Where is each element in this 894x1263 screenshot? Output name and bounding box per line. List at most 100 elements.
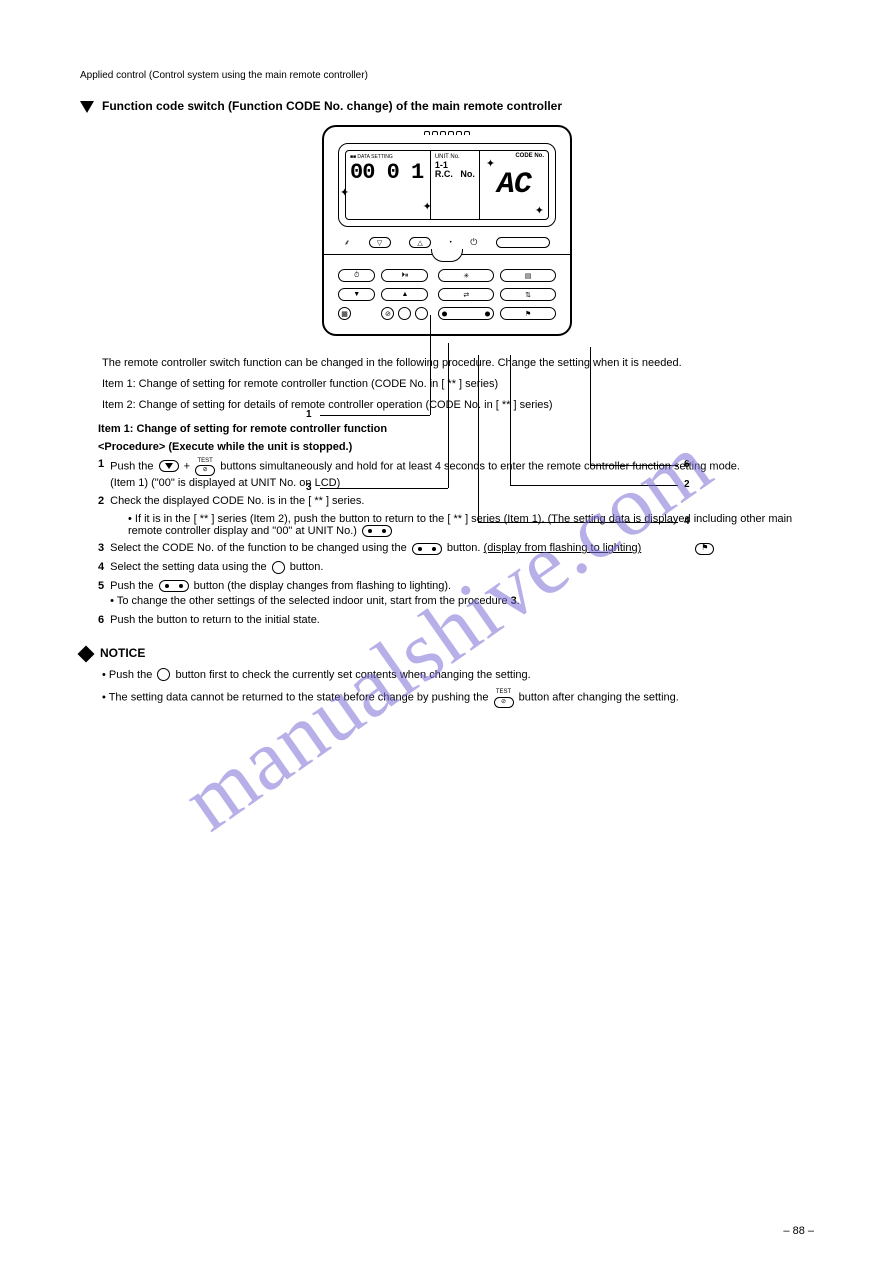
leader-line [478, 355, 479, 522]
step-6: 6 Push the button to return to the initi… [98, 613, 814, 628]
step-2-sub: • If it is in the [ ** ] series (Item 2)… [128, 513, 814, 537]
step-text: Select the CODE No. of the function to b… [110, 541, 814, 556]
temp-updown-icon [412, 543, 442, 555]
clock-button: ⏱ [338, 269, 375, 282]
diamond-icon [78, 645, 95, 662]
unit-select-icon [362, 525, 392, 537]
lcd: ■■ DATA SETTING 00 0 1 ✦ ✦ UNIT No. 1-1 … [345, 150, 549, 220]
leader-line [448, 343, 449, 488]
triangle-down-icon [80, 101, 94, 113]
flash-mark-icon: ✦ [535, 204, 544, 217]
filter-flag-icon: ⚑ [695, 543, 714, 555]
leader-line [320, 415, 430, 416]
callout-4: 4 [684, 516, 690, 527]
keypad-right: ✳ ▤ ⇄ ⇅ ⚑ [438, 269, 556, 320]
step-4: 4 Select the setting data using the butt… [98, 560, 814, 575]
lcd-left-panel: ■■ DATA SETTING 00 0 1 ✦ ✦ [346, 151, 431, 219]
step-number: 3 [98, 541, 104, 556]
callout-1: 1 [306, 409, 312, 420]
notice-heading: NOTICE [80, 646, 814, 660]
onoff-button [496, 237, 550, 248]
step-number: 2 [98, 494, 104, 509]
up-arrow-button: ▲ [381, 288, 428, 301]
page-header: Applied control (Control system using th… [80, 70, 814, 81]
fan-icon: ⸙ [344, 237, 350, 248]
keypad-left: ⏱ ⏵⏸ ▼ ▲ ▦ ⊘ [338, 269, 428, 320]
lcd-code-label: CODE No. [515, 153, 544, 159]
lcd-unit-value: 1-1 R.C. No. [435, 161, 475, 181]
intro-paragraph: The remote controller switch function ca… [102, 356, 814, 371]
temp-up-button: △ [409, 237, 431, 248]
item1-line: Item 1: Change of setting for remote con… [102, 377, 814, 392]
step-2: 2 Check the displayed CODE No. is in the… [98, 494, 814, 509]
page-number: – 88 – [783, 1225, 814, 1237]
play-button: ⏵⏸ [381, 269, 428, 282]
step-1: 1 Push the + TEST⊘ buttons simultaneousl… [98, 457, 814, 491]
temp-down-button: ▽ [369, 237, 391, 248]
leader-line [478, 522, 678, 523]
callout-3: 3 [306, 482, 312, 493]
step-number: 6 [98, 613, 104, 628]
lcd-mid-panel: UNIT No. 1-1 R.C. No. [431, 151, 480, 219]
heading-text: Function code switch (Function CODE No. … [102, 99, 562, 113]
notice-title: NOTICE [100, 646, 145, 660]
test-button-icon: TEST⊘ [195, 457, 215, 476]
step-number: 5 [98, 579, 104, 594]
remote-controller-figure: ■■ DATA SETTING 00 0 1 ✦ ✦ UNIT No. 1-1 … [80, 125, 814, 336]
section-heading: Function code switch (Function CODE No. … [80, 99, 814, 113]
round-button-icon [272, 561, 285, 574]
procedure-block: Item 1: Change of setting for remote con… [98, 423, 814, 628]
flash-mark-icon: ✦ [340, 186, 349, 199]
item2-line: Item 2: Change of setting for details of… [102, 398, 814, 413]
step-text: Push the + TEST⊘ buttons simultaneously … [110, 457, 814, 491]
leader-line [590, 347, 591, 465]
lcd-frame: ■■ DATA SETTING 00 0 1 ✦ ✦ UNIT No. 1-1 … [338, 143, 556, 227]
leader-line [320, 488, 448, 489]
filter-button: ⚑ [500, 307, 556, 320]
device-body: ■■ DATA SETTING 00 0 1 ✦ ✦ UNIT No. 1-1 … [322, 125, 572, 336]
device-keypad: ⏱ ⏵⏸ ▼ ▲ ▦ ⊘ ✳ ▤ ⇄ ⇅ [324, 255, 570, 334]
leader-line [430, 315, 431, 415]
step-text: Push the button (the display changes fro… [110, 579, 814, 609]
cl-button [415, 307, 428, 320]
device-top-tabs [324, 127, 570, 137]
dot-indicator: • [450, 240, 452, 246]
down-oval-icon [159, 460, 179, 472]
leader-line [510, 355, 511, 485]
lcd-code-value: AC [497, 170, 531, 200]
fan-speed-button: ✳ [438, 269, 494, 282]
notice-body: • Push the button first to check the cur… [102, 668, 814, 708]
flash-mark-icon: ✦ [486, 157, 495, 170]
device-separator [324, 254, 570, 255]
step-3: 3 Select the CODE No. of the function to… [98, 541, 814, 556]
round-button-icon [157, 668, 170, 681]
swing-button: ⇄ [438, 288, 494, 301]
leader-line [590, 465, 678, 466]
lcd-right-panel: CODE No. AC ✦ ✦ [480, 151, 548, 219]
set-button [398, 307, 411, 320]
test-button: ⊘ [381, 307, 394, 320]
power-icon: ⏻ [470, 237, 477, 248]
down-arrow-button: ▼ [338, 288, 375, 301]
callout-2: 2 [684, 479, 690, 490]
notice-line-2: • The setting data cannot be returned to… [102, 688, 814, 707]
procedure-title: Item 1: Change of setting for remote con… [98, 423, 814, 435]
page: Applied control (Control system using th… [0, 0, 894, 758]
step-text: Select the setting data using the button… [110, 560, 814, 575]
step-5: 5 Push the button (the display changes f… [98, 579, 814, 609]
callout-6: 6 [684, 459, 690, 470]
step-number: 4 [98, 560, 104, 575]
lcd-data-value: 00 0 1 [350, 162, 426, 184]
step-number: 1 [98, 457, 104, 472]
notice-line-1: • Push the button first to check the cur… [102, 668, 814, 683]
unit-select-button [438, 307, 494, 320]
test-button-icon: TEST⊘ [494, 688, 514, 707]
procedure-label: <Procedure> (Execute while the unit is s… [98, 441, 814, 453]
step-text: Check the displayed CODE No. is in the [… [110, 494, 814, 509]
mode-button: ▤ [500, 269, 556, 282]
set-button-icon [159, 580, 189, 592]
louver-button: ⇅ [500, 288, 556, 301]
step-text: Push the button to return to the initial… [110, 613, 814, 628]
leader-line [510, 485, 678, 486]
vent-button: ▦ [338, 307, 351, 320]
